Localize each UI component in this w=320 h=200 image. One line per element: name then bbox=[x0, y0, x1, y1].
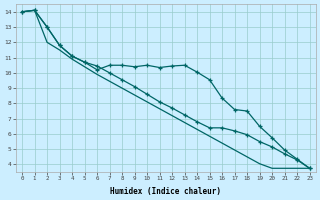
X-axis label: Humidex (Indice chaleur): Humidex (Indice chaleur) bbox=[110, 187, 221, 196]
